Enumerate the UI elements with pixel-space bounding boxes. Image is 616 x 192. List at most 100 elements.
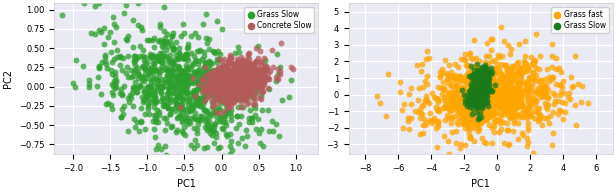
Grass Slow	[216, 108, 225, 112]
Grass Slow	[139, 91, 148, 94]
Concrete Slow	[211, 85, 221, 88]
Grass Slow	[221, 101, 231, 104]
Grass fast	[520, 55, 530, 58]
Grass Slow	[184, 97, 193, 100]
Concrete Slow	[262, 67, 272, 70]
Grass fast	[523, 140, 533, 143]
Grass fast	[485, 102, 495, 105]
Grass fast	[484, 111, 493, 114]
Grass Slow	[99, 26, 109, 29]
Grass fast	[466, 115, 476, 118]
Grass fast	[515, 104, 525, 108]
Grass fast	[452, 100, 462, 103]
Grass Slow	[131, 55, 141, 59]
Grass fast	[476, 76, 485, 79]
Grass fast	[498, 73, 508, 76]
Concrete Slow	[246, 89, 256, 92]
Grass Slow	[161, 42, 171, 45]
Grass Slow	[210, 75, 220, 78]
Grass fast	[423, 99, 432, 102]
Grass Slow	[210, 69, 220, 72]
Concrete Slow	[210, 88, 220, 91]
Grass Slow	[190, 158, 200, 161]
Grass Slow	[476, 94, 486, 97]
Grass Slow	[173, 65, 183, 68]
Concrete Slow	[222, 89, 232, 92]
Grass Slow	[142, 39, 152, 42]
Grass fast	[525, 102, 535, 105]
Grass Slow	[175, 90, 185, 93]
Concrete Slow	[241, 73, 251, 76]
Grass fast	[453, 123, 463, 126]
Grass Slow	[176, 69, 185, 72]
Grass Slow	[286, 78, 296, 81]
Grass Slow	[150, 117, 160, 120]
Grass fast	[508, 76, 518, 79]
Grass fast	[507, 103, 517, 107]
Grass Slow	[225, 153, 235, 156]
Grass Slow	[162, 74, 172, 77]
Grass Slow	[192, 103, 202, 106]
Grass Slow	[469, 98, 479, 101]
Concrete Slow	[237, 60, 246, 63]
Grass fast	[474, 100, 484, 103]
Concrete Slow	[210, 70, 220, 73]
Grass fast	[508, 113, 518, 116]
Grass Slow	[200, 60, 209, 64]
Concrete Slow	[241, 84, 251, 88]
Grass Slow	[150, 96, 160, 99]
Concrete Slow	[221, 88, 230, 91]
Concrete Slow	[231, 91, 241, 94]
Grass Slow	[200, 109, 209, 112]
Grass fast	[445, 109, 455, 113]
Concrete Slow	[222, 89, 232, 92]
Grass Slow	[475, 89, 485, 92]
Concrete Slow	[245, 62, 255, 65]
Grass Slow	[133, 70, 143, 74]
Grass Slow	[476, 78, 486, 81]
Grass Slow	[107, 108, 116, 111]
Grass fast	[476, 84, 486, 87]
Grass Slow	[128, 46, 137, 49]
Concrete Slow	[217, 85, 227, 89]
Grass fast	[480, 104, 490, 107]
Grass Slow	[253, 117, 263, 120]
Grass fast	[464, 102, 474, 105]
Grass Slow	[473, 86, 483, 89]
Concrete Slow	[223, 61, 233, 64]
Grass Slow	[182, 77, 192, 80]
Concrete Slow	[236, 66, 246, 69]
Concrete Slow	[217, 74, 227, 77]
Concrete Slow	[251, 59, 261, 62]
Concrete Slow	[210, 93, 220, 96]
Grass Slow	[181, 52, 191, 55]
Grass Slow	[162, 68, 172, 71]
Concrete Slow	[235, 89, 245, 92]
Concrete Slow	[258, 74, 268, 77]
Grass fast	[463, 124, 473, 127]
Grass Slow	[182, 85, 192, 89]
Grass Slow	[71, 58, 81, 61]
Concrete Slow	[243, 61, 253, 64]
Grass fast	[534, 67, 544, 70]
Grass Slow	[164, 86, 174, 89]
Grass Slow	[234, 51, 244, 54]
Grass Slow	[200, 65, 209, 68]
Grass Slow	[159, 101, 169, 104]
Concrete Slow	[250, 102, 260, 105]
Concrete Slow	[244, 81, 254, 84]
Grass fast	[557, 80, 567, 83]
Concrete Slow	[240, 88, 250, 91]
Grass fast	[506, 97, 516, 100]
Grass Slow	[122, 65, 132, 69]
Grass Slow	[183, 65, 193, 68]
Concrete Slow	[215, 84, 225, 87]
Concrete Slow	[219, 89, 229, 92]
Grass Slow	[158, 59, 168, 62]
Grass Slow	[178, 78, 188, 81]
Grass fast	[536, 92, 546, 95]
Grass Slow	[204, 74, 214, 77]
Grass fast	[504, 68, 514, 71]
Grass Slow	[469, 95, 479, 98]
Grass Slow	[487, 89, 497, 92]
